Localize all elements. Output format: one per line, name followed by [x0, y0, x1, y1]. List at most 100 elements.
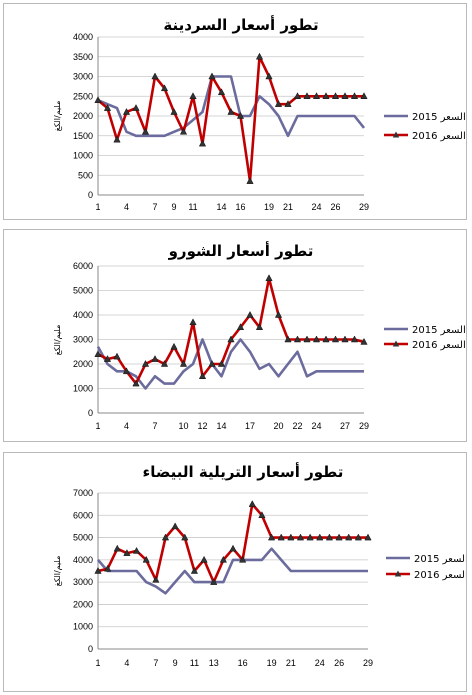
x-tick-label: 19 [264, 202, 274, 212]
x-tick-label: 26 [334, 658, 344, 668]
y-tick-label: 5000 [73, 533, 93, 543]
data-point [170, 342, 178, 350]
y-tick-label: 2000 [73, 359, 93, 369]
x-tick-label: 14 [216, 202, 226, 212]
y-tick-label: 5000 [73, 286, 93, 296]
y-tick-label: 4000 [73, 555, 93, 565]
x-tick-label: 29 [359, 202, 369, 212]
data-point [198, 372, 207, 379]
data-point [293, 335, 302, 343]
x-tick-label: 13 [209, 658, 219, 668]
data-point [152, 575, 160, 583]
x-tick-label: 1 [95, 421, 100, 431]
chourou-chart-svg: تطور أسعار الشورو 0 1000 2000 3000 4000 5000 60… [53, 241, 466, 431]
y-tick-label: 4000 [73, 32, 93, 42]
chart-title: تطور أسعار الشورو [168, 241, 314, 260]
data-point [287, 533, 295, 541]
y-tick-label: 1000 [73, 622, 93, 632]
x-tick-label: 9 [171, 202, 176, 212]
data-point [210, 578, 218, 585]
data-point [325, 533, 334, 541]
data-point [94, 350, 102, 357]
x-tick-label: 26 [330, 202, 340, 212]
x-tick-label: 19 [267, 658, 277, 668]
data-point [360, 92, 368, 99]
data-point [296, 533, 305, 541]
chart-title: تطور أسعار التريلية البيضاء [143, 462, 344, 481]
data-point [274, 310, 283, 318]
chart-title: تطور أسعار السردينة [163, 15, 318, 34]
x-tick-label: 4 [124, 421, 129, 431]
y-tick-label: 2500 [73, 91, 93, 101]
data-point [316, 533, 324, 541]
y-tick-label: 0 [88, 190, 93, 200]
data-point [122, 367, 131, 375]
data-point [103, 104, 112, 111]
data-point [345, 533, 353, 541]
data-point [331, 335, 340, 343]
data-point [189, 318, 197, 326]
series-line [97, 547, 368, 595]
y-tick-label: 2000 [73, 111, 93, 121]
data-point [341, 92, 349, 99]
x-tick-label: 20 [273, 421, 283, 431]
data-point [132, 379, 140, 387]
data-point [181, 533, 189, 541]
data-point [239, 555, 247, 563]
data-point [200, 555, 208, 563]
y-tick-label: 4000 [73, 310, 93, 320]
series-line [97, 75, 366, 138]
y-tick-label: 3000 [73, 72, 93, 82]
data-point [255, 52, 264, 60]
data-point [335, 533, 343, 541]
data-point [179, 359, 188, 367]
x-tick-label: 29 [359, 421, 369, 431]
data-point [274, 100, 283, 107]
data-point [284, 100, 292, 107]
data-point [350, 92, 359, 99]
legend-label: 2015 السعر [414, 554, 466, 565]
data-point [265, 72, 273, 80]
x-tick-label: 4 [124, 202, 129, 212]
x-tick-label: 21 [283, 202, 293, 212]
x-tick-label: 24 [311, 202, 321, 212]
data-point [113, 135, 121, 143]
data-point [284, 335, 292, 343]
data-point [94, 96, 102, 103]
data-point [179, 127, 188, 135]
data-point [113, 352, 121, 360]
x-tick-label: 24 [315, 658, 325, 668]
data-point [170, 108, 178, 115]
data-point [217, 359, 226, 367]
data-point [354, 533, 362, 541]
data-point [246, 310, 254, 318]
legend-label: 2015 السعر [412, 325, 466, 336]
data-point [303, 92, 311, 99]
data-point [208, 359, 216, 367]
data-point [331, 92, 340, 99]
data-point [104, 564, 112, 572]
y-tick-label: 500 [78, 170, 93, 180]
y-tick-label: 6000 [73, 510, 93, 520]
x-tick-label: 27 [340, 421, 350, 431]
legend-label: 2016 السعر [414, 570, 466, 581]
x-tick-label: 7 [152, 421, 157, 431]
data-point [217, 88, 226, 96]
data-point [322, 92, 330, 99]
data-point [142, 555, 150, 563]
y-tick-label: 0 [88, 644, 93, 654]
x-tick-label: 7 [153, 658, 158, 668]
data-point [258, 511, 266, 519]
x-tick-label: 10 [178, 421, 188, 431]
y-tick-label: 2000 [73, 599, 93, 609]
x-tick-label: 16 [235, 202, 245, 212]
data-point [229, 544, 237, 552]
data-point [293, 92, 302, 99]
data-point [132, 104, 140, 111]
y-axis-label: مليم/الكغ [53, 556, 62, 587]
y-tick-label: 3000 [73, 335, 93, 345]
data-point [303, 335, 311, 343]
data-point [312, 335, 321, 343]
sardine-price-chart: تطور أسعار السردينة 0 500 1000 1500 2000 2500 3… [3, 3, 467, 220]
y-tick-label: 3000 [73, 577, 93, 587]
